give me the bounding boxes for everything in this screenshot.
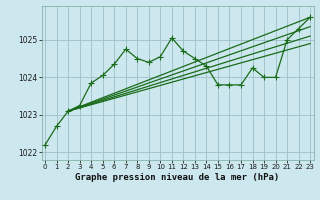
X-axis label: Graphe pression niveau de la mer (hPa): Graphe pression niveau de la mer (hPa) bbox=[76, 173, 280, 182]
